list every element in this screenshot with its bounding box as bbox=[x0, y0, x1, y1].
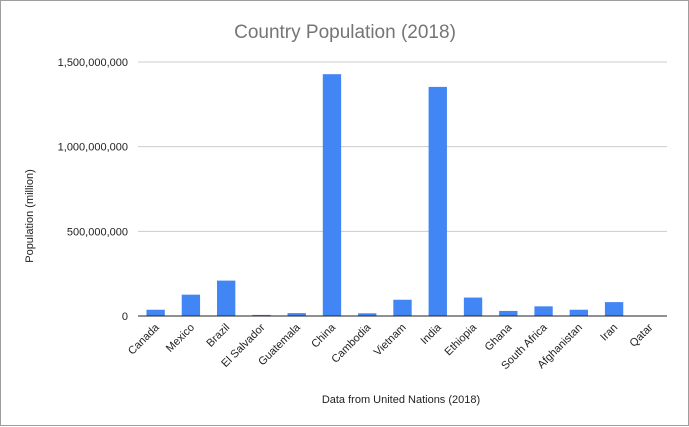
x-tick-label: Qatar bbox=[628, 321, 656, 349]
x-tick-label: Vietnam bbox=[372, 322, 409, 359]
x-tick-label: Brazil bbox=[204, 322, 232, 350]
x-axis-label: Data from United Nations (2018) bbox=[322, 394, 480, 406]
y-tick-label: 500,000,000 bbox=[67, 226, 128, 238]
bar-ghana bbox=[499, 310, 518, 316]
bar-el-salvador bbox=[252, 314, 271, 316]
x-tick-label: Iran bbox=[598, 322, 620, 344]
bar-iran bbox=[604, 302, 624, 316]
bar-mexico bbox=[181, 294, 201, 316]
x-tick-label: India bbox=[419, 321, 445, 347]
y-tick-label: 1,000,000,000 bbox=[58, 142, 128, 154]
x-tick-label: Canada bbox=[126, 321, 162, 357]
x-tick-label: Mexico bbox=[164, 322, 197, 355]
x-tick-label: Cambodia bbox=[329, 321, 374, 366]
bar-brazil bbox=[216, 280, 236, 316]
y-axis-ticks: 0 500,000,000 1,000,000,000 1,500,000,000 bbox=[58, 57, 128, 323]
gridlines bbox=[138, 61, 667, 232]
x-tick-label: Ghana bbox=[483, 321, 515, 353]
y-axis-label: Population (million) bbox=[24, 169, 36, 263]
bar-china bbox=[322, 74, 342, 316]
y-tick-label: 1,500,000,000 bbox=[58, 57, 128, 69]
bar-south-africa bbox=[534, 306, 553, 316]
bar-india bbox=[428, 86, 447, 316]
chart-title: Country Population (2018) bbox=[234, 22, 456, 43]
bar-vietnam bbox=[393, 299, 412, 316]
bar-guatemala bbox=[287, 313, 306, 316]
bar-canada bbox=[146, 309, 165, 316]
x-tick-label: Ethiopia bbox=[443, 321, 480, 358]
bar-ethiopia bbox=[463, 297, 483, 316]
y-tick-label: 0 bbox=[122, 311, 128, 323]
bars bbox=[146, 74, 659, 317]
x-tick-label: China bbox=[309, 321, 338, 350]
bar-cambodia bbox=[358, 313, 377, 316]
bar-afghanistan bbox=[569, 309, 589, 316]
